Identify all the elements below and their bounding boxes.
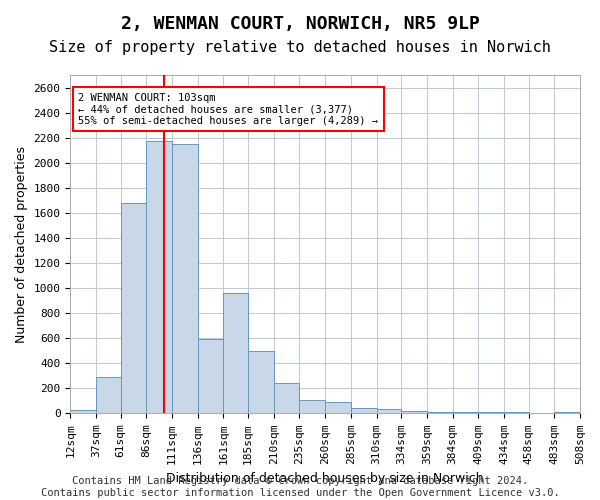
Y-axis label: Number of detached properties: Number of detached properties <box>15 146 28 342</box>
Bar <box>554 412 580 414</box>
Text: Contains HM Land Registry data © Crown copyright and database right 2024.
Contai: Contains HM Land Registry data © Crown c… <box>41 476 559 498</box>
Bar <box>504 412 529 414</box>
Bar <box>146 141 172 413</box>
Bar <box>248 351 274 414</box>
Text: 2 WENMAN COURT: 103sqm
← 44% of detached houses are smaller (3,377)
55% of semi-: 2 WENMAN COURT: 103sqm ← 44% of detached… <box>79 92 379 126</box>
Bar <box>70 410 96 414</box>
Bar <box>223 293 248 414</box>
Bar <box>121 204 146 414</box>
Bar <box>299 400 325 413</box>
Bar <box>478 412 504 414</box>
Bar <box>172 144 198 413</box>
Bar <box>452 412 478 414</box>
Bar <box>198 340 223 413</box>
Bar <box>427 412 452 414</box>
Bar <box>351 408 377 414</box>
Bar <box>377 409 401 414</box>
Text: Size of property relative to detached houses in Norwich: Size of property relative to detached ho… <box>49 40 551 55</box>
Bar <box>325 402 351 413</box>
Bar <box>96 377 121 414</box>
Bar <box>401 411 427 414</box>
X-axis label: Distribution of detached houses by size in Norwich: Distribution of detached houses by size … <box>166 472 484 485</box>
Bar <box>529 413 554 414</box>
Text: 2, WENMAN COURT, NORWICH, NR5 9LP: 2, WENMAN COURT, NORWICH, NR5 9LP <box>121 15 479 33</box>
Bar <box>274 382 299 414</box>
